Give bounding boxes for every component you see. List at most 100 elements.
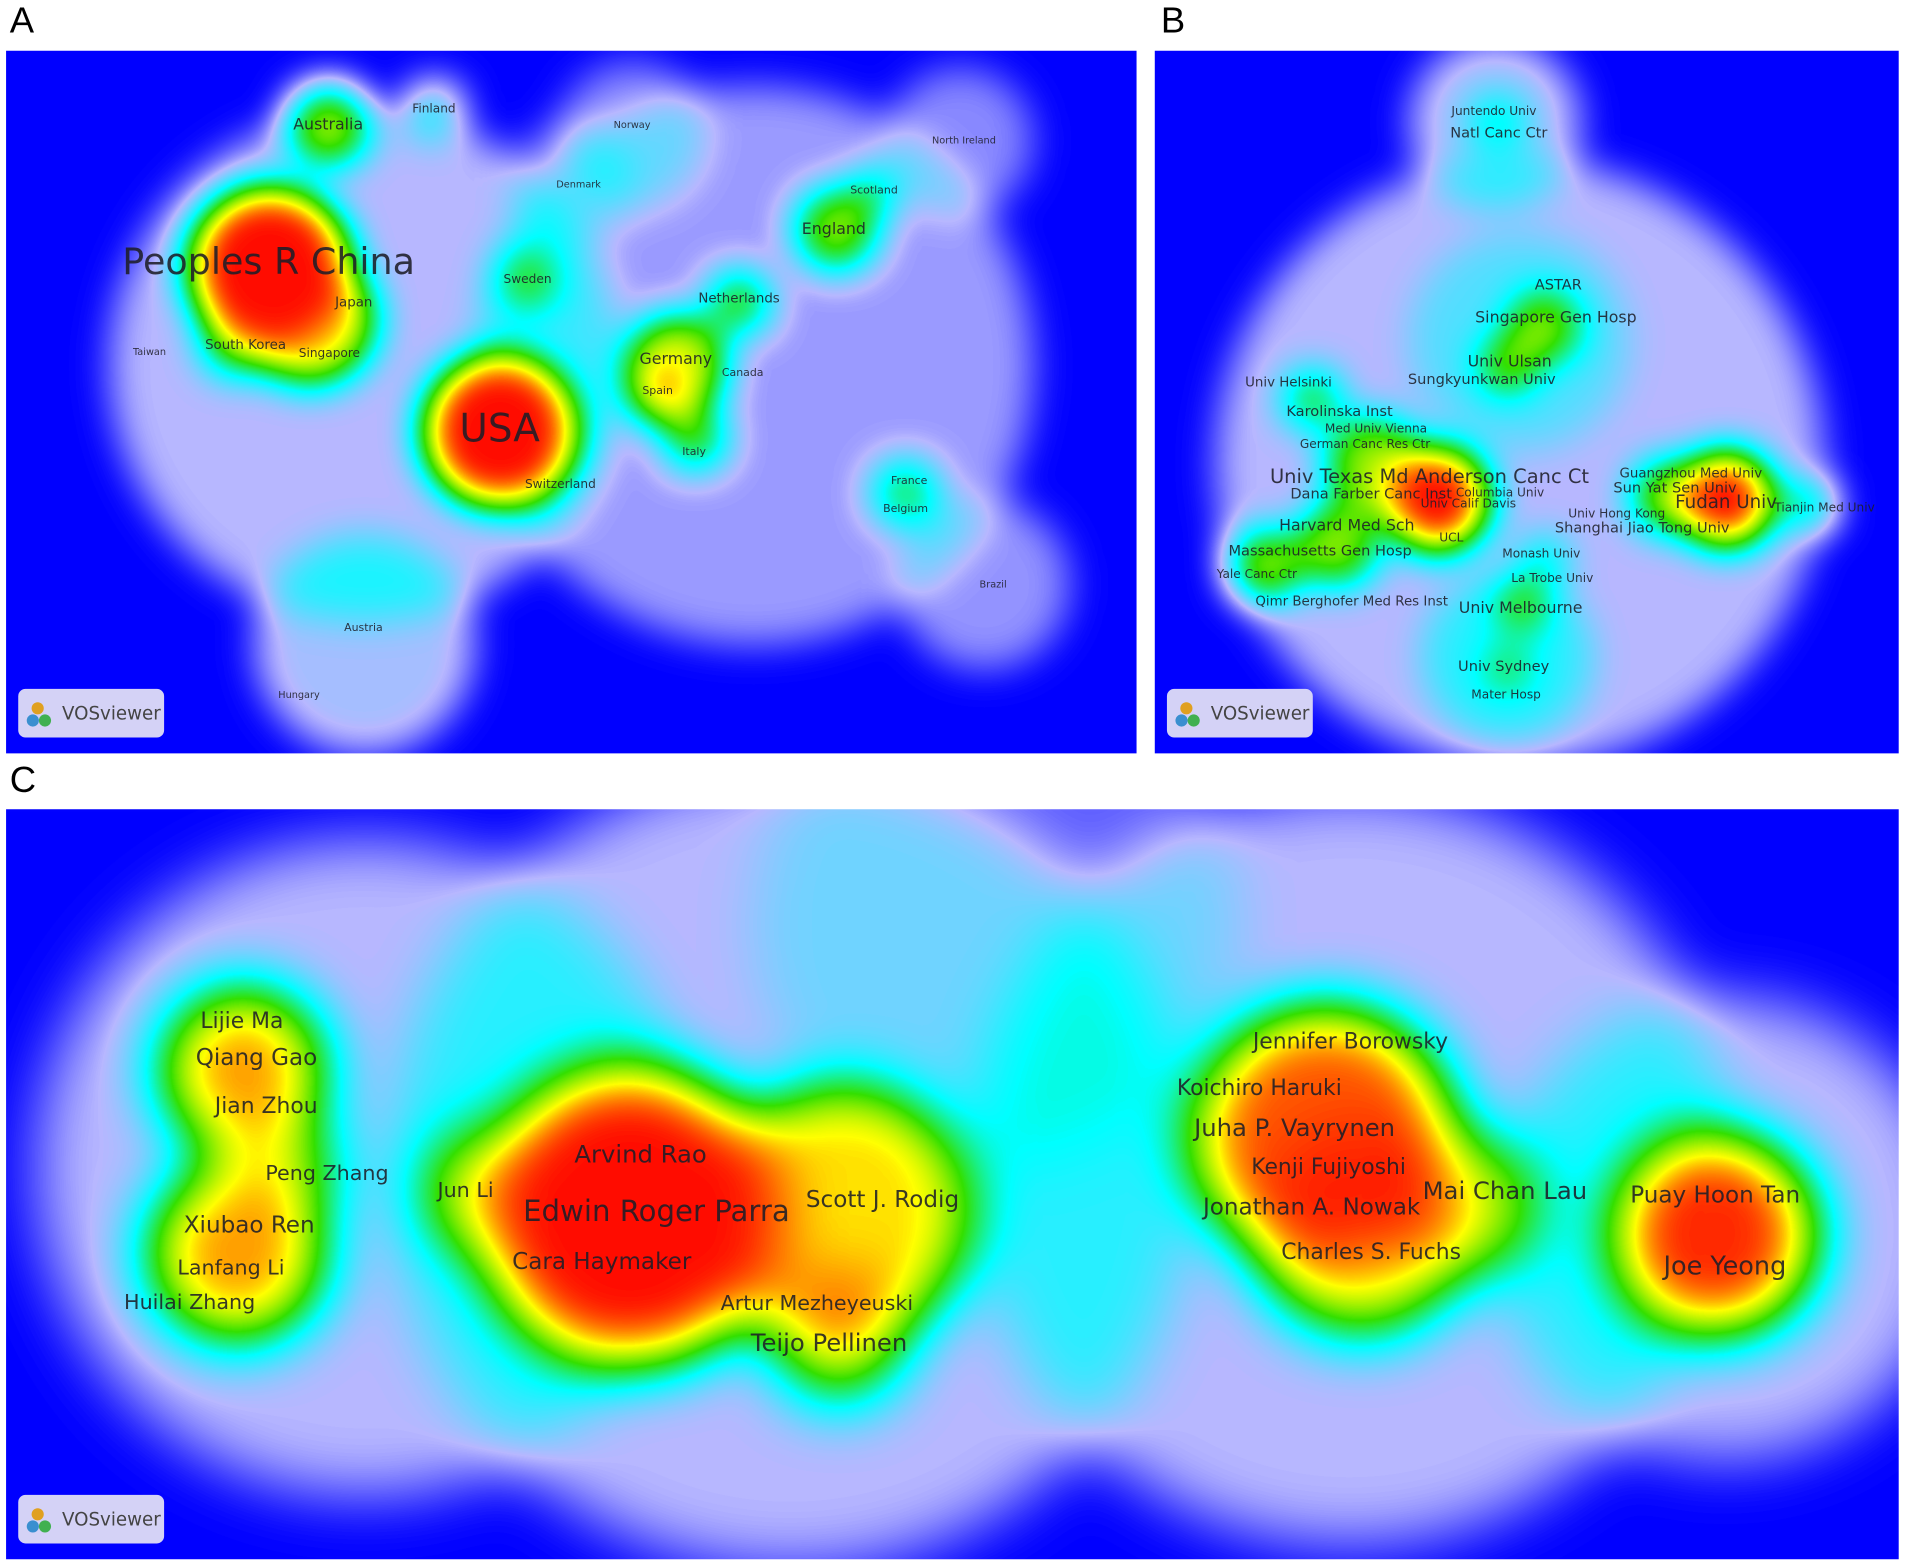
- term-label: ASTAR: [1535, 276, 1582, 293]
- term-label: Netherlands: [698, 292, 779, 307]
- term-label: Dana Farber Canc Inst: [1290, 485, 1452, 502]
- term-label: Univ Ulsan: [1468, 351, 1552, 370]
- density-blob: [1252, 1119, 1471, 1339]
- term-label: Sweden: [504, 272, 552, 286]
- term-label: Juha P. Vayrynen: [1192, 1113, 1395, 1142]
- term-label: Univ Melbourne: [1459, 598, 1583, 617]
- logo-icon: [1187, 714, 1200, 727]
- term-label: Peoples R China: [122, 240, 415, 283]
- logo-icon: [1175, 714, 1188, 727]
- term-label: Brazil: [980, 579, 1007, 590]
- density-blob: [1324, 416, 1423, 514]
- density-blob: [771, 1271, 906, 1405]
- term-label: Xiubao Ren: [184, 1213, 315, 1239]
- term-label: Germany: [640, 349, 713, 368]
- panel-label: C: [10, 759, 36, 800]
- term-label: Kenji Fujiyoshi: [1251, 1155, 1406, 1180]
- density-blob: [1786, 481, 1836, 530]
- density-map: [1154, 50, 1899, 754]
- term-label: Shanghai Jiao Tong Univ: [1555, 519, 1730, 536]
- term-label: Qimr Berghofer Med Res Inst: [1255, 594, 1448, 609]
- term-label: Univ Calif Davis: [1421, 497, 1516, 511]
- term-label: Jennifer Borowsky: [1251, 1030, 1448, 1055]
- term-label: Guangzhou Med Univ: [1620, 467, 1763, 482]
- density-blob: [1631, 460, 1705, 534]
- density-blob: [850, 166, 900, 215]
- term-label: Puay Hoon Tan: [1630, 1182, 1800, 1208]
- density-blob: [1227, 529, 1301, 603]
- term-label: Qiang Gao: [196, 1045, 317, 1071]
- term-label: Charles S. Fuchs: [1281, 1240, 1461, 1265]
- density-layer: [6, 809, 1899, 1560]
- logo-badge: [18, 1494, 165, 1544]
- term-label: Sun Yat Sen Univ: [1613, 479, 1737, 496]
- density-blob: [1283, 370, 1342, 429]
- density-blob: [871, 459, 940, 528]
- density-blob: [158, 985, 329, 1156]
- term-label: England: [802, 219, 866, 238]
- term-label: Norway: [614, 120, 651, 131]
- logo-icon: [38, 1520, 52, 1533]
- term-label: Koichiro Haruki: [1177, 1076, 1342, 1101]
- term-label: Singapore: [299, 346, 360, 360]
- density-blob: [286, 83, 370, 167]
- density-blob: [1519, 535, 1569, 585]
- density-blob: [495, 247, 560, 311]
- density-blob: [480, 1064, 785, 1369]
- density-layer: [1154, 50, 1899, 754]
- density-blob: [1468, 93, 1527, 152]
- density-blob: [510, 122, 633, 245]
- term-label: Joe Yeong: [1661, 1252, 1786, 1282]
- logo-icon: [31, 1508, 44, 1521]
- density-blob: [707, 270, 771, 334]
- term-label: Scott J. Rodig: [806, 1187, 959, 1213]
- density-blob: [626, 365, 687, 427]
- logo-badge: [1166, 688, 1313, 738]
- term-label: Karolinska Inst: [1286, 403, 1393, 420]
- density-blob: [1478, 336, 1537, 395]
- logo-text: VOSviewer: [1211, 703, 1310, 724]
- term-label: Hungary: [278, 690, 320, 701]
- density-blob: [1677, 450, 1775, 548]
- density-blob: [1613, 1131, 1820, 1339]
- term-label: Tianjin Med Univ: [1773, 500, 1875, 514]
- term-label: La Trobe Univ: [1511, 571, 1593, 585]
- density-blob: [1215, 159, 1824, 754]
- term-label: Cara Haymaker: [512, 1249, 692, 1275]
- term-label: Austria: [344, 621, 383, 634]
- term-label: North Ireland: [932, 136, 996, 147]
- density-blob: [753, 809, 1240, 1168]
- term-label: Scotland: [850, 184, 898, 197]
- term-label: Yale Canc Ctr: [1216, 567, 1297, 581]
- term-label: Huilai Zhang: [124, 1290, 255, 1314]
- term-label: Fudan Univ: [1675, 492, 1777, 513]
- logo-icon: [26, 714, 39, 727]
- density-blob: [663, 406, 727, 471]
- logo-icon: [26, 1520, 39, 1533]
- term-label: Med Univ Vienna: [1325, 421, 1427, 435]
- term-label: Belgium: [883, 502, 928, 515]
- term-label: Mater Hosp: [1471, 687, 1541, 701]
- term-label: Columbia Univ: [1456, 486, 1544, 500]
- density-map: [6, 809, 1899, 1560]
- panel-label: B: [1161, 0, 1185, 40]
- term-label: Lanfang Li: [177, 1256, 284, 1280]
- term-label: France: [891, 474, 928, 487]
- density-blob: [249, 1119, 347, 1217]
- term-label: Lijie Ma: [200, 1009, 283, 1034]
- term-label: Sungkyunkwan Univ: [1408, 371, 1556, 388]
- term-label: Canada: [722, 366, 764, 379]
- term-label: Japan: [334, 295, 372, 310]
- term-label: Jian Zhou: [213, 1094, 318, 1119]
- density-map: [6, 50, 1137, 754]
- term-label: Italy: [682, 445, 706, 458]
- term-label: Jonathan A. Nowak: [1201, 1194, 1421, 1220]
- density-blob: [200, 304, 274, 378]
- logo-text: VOSviewer: [62, 703, 161, 724]
- term-label: Australia: [293, 114, 363, 133]
- term-label: Spain: [642, 384, 673, 397]
- term-label: Massachusetts Gen Hosp: [1228, 543, 1411, 560]
- logo-icon: [31, 702, 44, 715]
- density-blob: [1485, 647, 1530, 692]
